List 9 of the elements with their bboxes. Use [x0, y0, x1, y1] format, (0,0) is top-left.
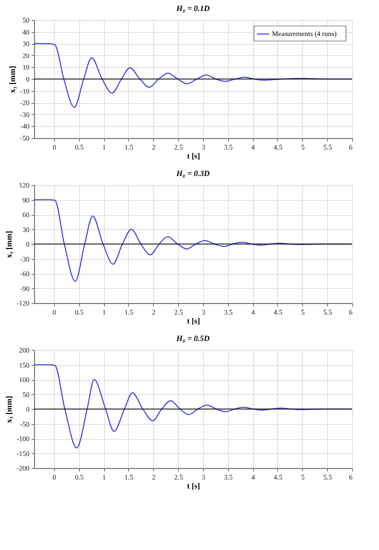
- y-axis-title: x₃ [mm]: [8, 66, 18, 94]
- x-axis-title: t [s]: [186, 482, 200, 490]
- y-axis-title: x₃ [mm]: [4, 230, 14, 258]
- chart-title: H₀ = 0.1D: [175, 4, 210, 13]
- chart-title: H₀ = 0.5D: [175, 334, 210, 343]
- chart-title: H₀ = 0.3D: [175, 169, 210, 178]
- x-axis-title: t [s]: [186, 152, 200, 160]
- y-axis-title: x₃ [mm]: [4, 396, 14, 424]
- x-axis-title: t [s]: [186, 316, 200, 326]
